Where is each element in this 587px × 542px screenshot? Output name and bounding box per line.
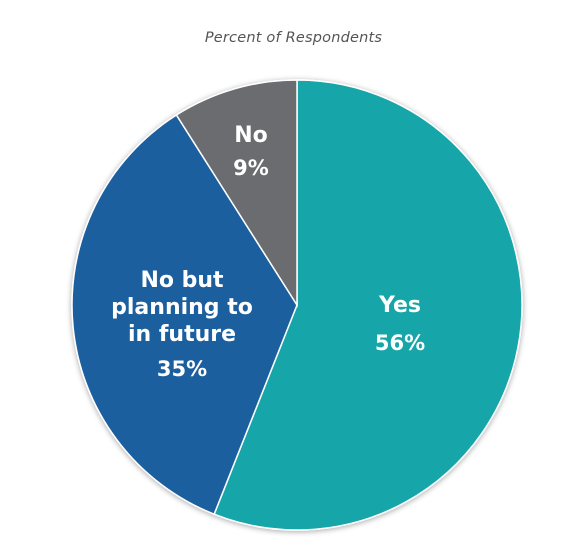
slice-value-label: 56%	[375, 331, 425, 355]
slice-label: No	[234, 123, 268, 148]
slice-label: No but	[140, 268, 224, 293]
pie-slice-no-but-planning-to-in-future	[71, 113, 298, 516]
slice-label: in future	[128, 322, 236, 347]
pie-slice-no	[175, 79, 298, 308]
pie-slice-yes	[213, 79, 523, 531]
slice-label: planning to	[111, 295, 253, 320]
slice-value-label: 9%	[233, 156, 269, 180]
slice-label: Yes	[378, 293, 421, 318]
chart-title: Percent of Respondents	[204, 30, 383, 46]
slice-value-label: 35%	[157, 357, 207, 381]
